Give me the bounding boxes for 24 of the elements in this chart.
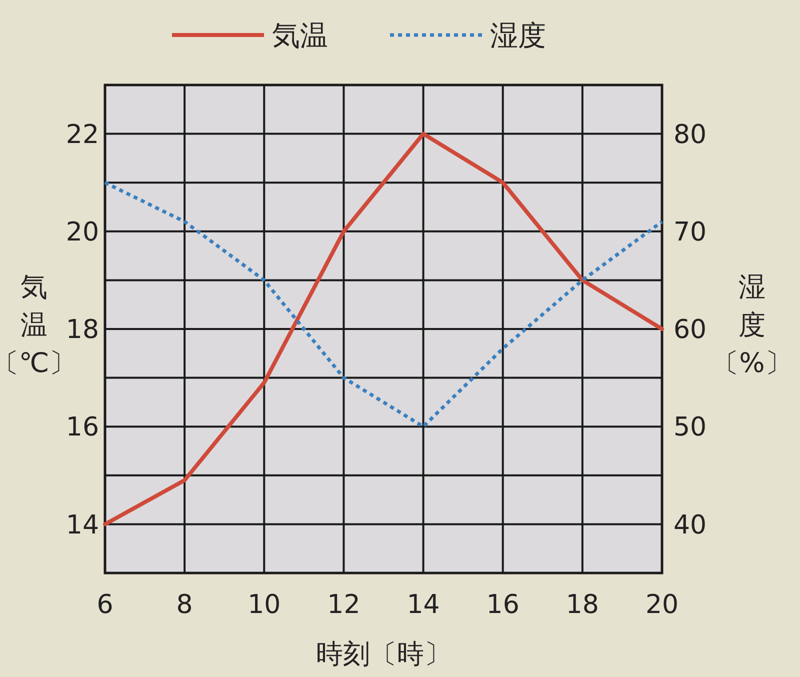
y-tick-label: 14 <box>66 510 99 540</box>
x-tick-label: 16 <box>486 590 520 620</box>
x-tick-label: 20 <box>645 590 679 620</box>
x-tick-label: 6 <box>96 590 114 620</box>
y2-tick-label: 40 <box>673 510 707 540</box>
y2-tick-label: 50 <box>673 412 707 443</box>
y2-tick-label: 70 <box>673 218 707 248</box>
y-tick-label: 16 <box>66 412 99 443</box>
line-series <box>103 132 664 526</box>
x-axis-title: 時刻〔時〕 <box>316 639 451 670</box>
y-tick-label: 18 <box>66 315 99 346</box>
legend-label: 気温 <box>272 19 328 52</box>
x-tick-label: 14 <box>406 590 440 620</box>
y2-tick-label: 60 <box>673 315 707 346</box>
x-tick-label: 8 <box>176 590 193 620</box>
x-tick-label: 18 <box>566 590 599 620</box>
x-tick-label: 12 <box>327 590 360 620</box>
y2-axis-title: 湿度〔%〕 <box>712 272 792 379</box>
y2-tick-label: 80 <box>673 120 707 150</box>
line-series <box>103 180 664 428</box>
y-tick-label: 20 <box>66 218 99 248</box>
legend-label: 湿度 <box>490 19 546 52</box>
x-tick-label: 10 <box>248 590 281 620</box>
y-tick-label: 22 <box>66 120 99 150</box>
